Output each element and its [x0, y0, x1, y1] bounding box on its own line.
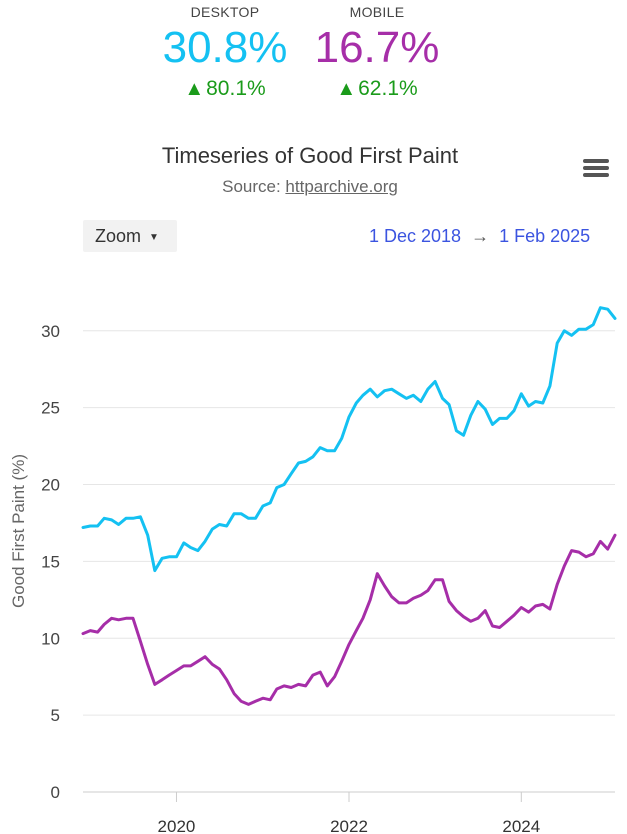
mobile-metric: MOBILE 16.7% ▲62.1%	[302, 0, 452, 101]
y-tick-label: 10	[41, 629, 60, 648]
source-prefix: Source:	[222, 177, 286, 196]
y-tick-label: 30	[41, 322, 60, 341]
x-tick-label: 2020	[158, 817, 196, 834]
hamburger-menu-icon[interactable]	[580, 156, 612, 184]
y-tick-label: 5	[51, 706, 60, 725]
desktop-change-value: 80.1%	[206, 77, 266, 100]
mobile-change-value: 62.1%	[358, 77, 418, 100]
y-axis-label: Good First Paint (%)	[9, 454, 28, 608]
desktop-metric: DESKTOP 30.8% ▲80.1%	[150, 0, 300, 101]
zoom-button[interactable]: Zoom ▼	[83, 220, 177, 252]
mobile-value: 16.7%	[314, 23, 440, 72]
y-tick-label: 25	[41, 399, 60, 418]
range-arrow: →	[471, 226, 490, 246]
triangle-up-icon: ▲	[336, 78, 357, 100]
mobile-label: MOBILE	[349, 4, 405, 20]
summary-metrics: DESKTOP 30.8% ▲80.1% MOBILE 16.7% ▲62.1%	[150, 0, 480, 110]
chart-title: Timeseries of Good First Paint	[161, 143, 459, 168]
y-tick-label: 15	[41, 552, 60, 571]
zoom-label: Zoom	[95, 226, 142, 246]
source-link[interactable]: httparchive.org	[285, 177, 398, 196]
date-range: 1 Dec 2018 → 1 Feb 2025	[369, 226, 590, 247]
range-end[interactable]: 1 Feb 2025	[499, 226, 591, 246]
range-start[interactable]: 1 Dec 2018	[369, 226, 462, 246]
chart-subtitle: Source: httparchive.org	[0, 177, 620, 197]
desktop-value: 30.8%	[162, 23, 288, 72]
mobile-series-line	[81, 533, 617, 706]
x-tick-label: 2022	[330, 817, 368, 834]
triangle-up-icon: ▲	[184, 78, 205, 100]
mobile-change: ▲62.1%	[302, 77, 452, 101]
desktop-change: ▲80.1%	[150, 77, 300, 101]
desktop-label: DESKTOP	[190, 4, 260, 20]
caret-down-icon: ▼	[149, 232, 159, 243]
desktop-series-line	[81, 306, 617, 573]
y-tick-label: 20	[41, 476, 60, 495]
x-tick-label: 2024	[502, 817, 540, 834]
y-tick-label: 0	[51, 783, 60, 802]
